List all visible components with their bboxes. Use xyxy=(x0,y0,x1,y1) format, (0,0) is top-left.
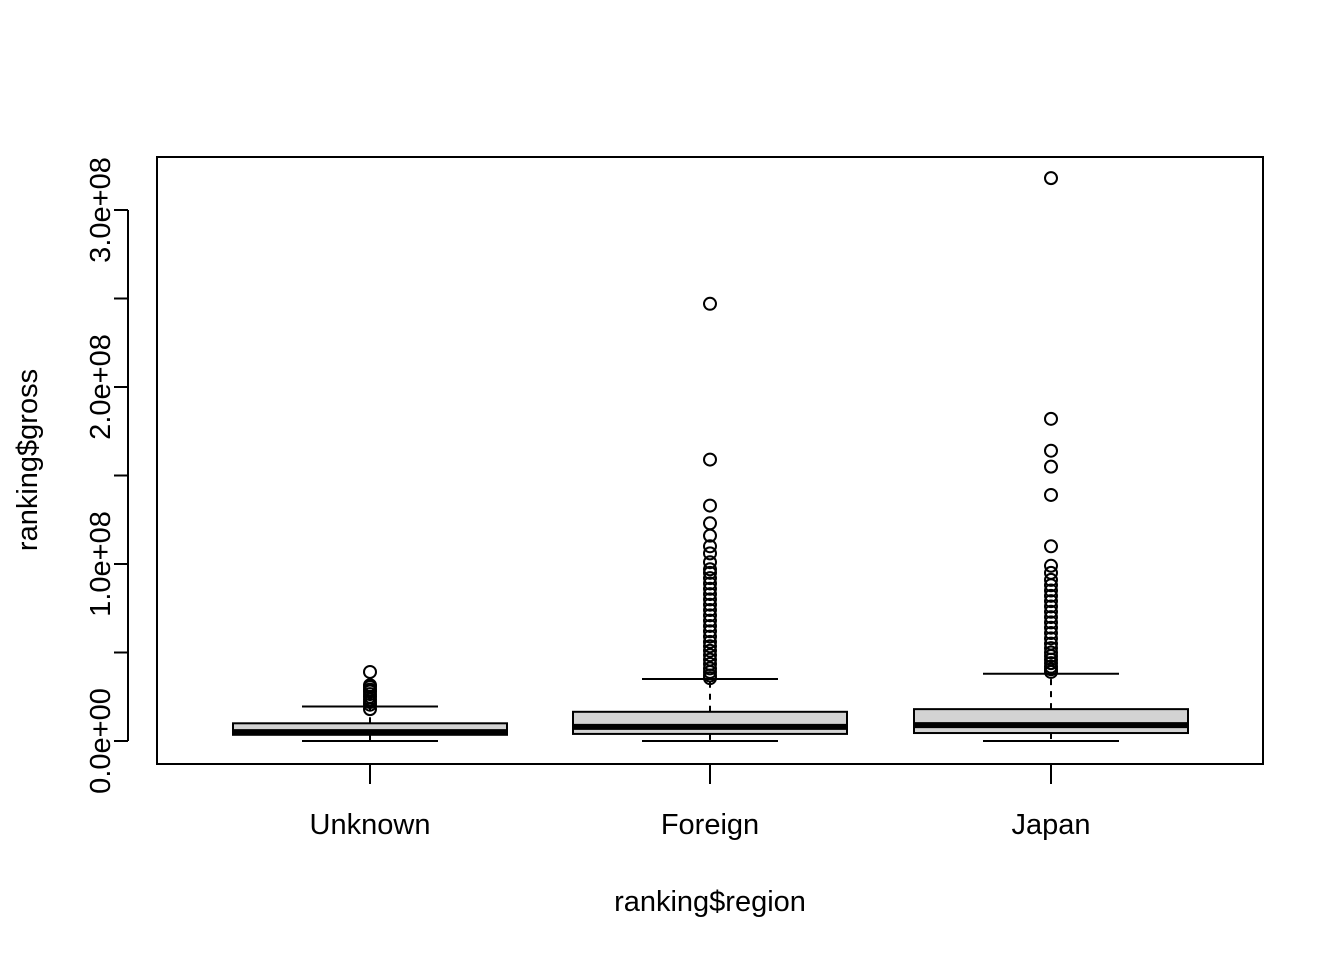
outlier-point xyxy=(1044,636,1058,651)
y-axis-title: ranking$gross xyxy=(12,369,44,551)
y-tick-label: 3.0e+08 xyxy=(85,157,117,263)
outlier-point xyxy=(1044,641,1058,656)
outlier-point xyxy=(1044,620,1058,635)
outlier-point xyxy=(703,555,717,570)
outlier-point xyxy=(703,608,717,623)
outlier-point xyxy=(1044,626,1058,641)
x-tick-label: Foreign xyxy=(661,809,759,841)
boxes xyxy=(232,171,1189,742)
x-tick-label: Japan xyxy=(1011,809,1090,841)
outlier-point xyxy=(703,539,717,554)
outlier-point xyxy=(703,581,717,596)
outlier-point xyxy=(363,678,377,693)
outlier-point xyxy=(1044,645,1058,660)
outlier-point xyxy=(703,592,717,607)
outlier-point xyxy=(1044,594,1058,609)
outlier-point xyxy=(1044,443,1058,458)
outlier-point xyxy=(1044,459,1058,474)
x-axis-title: ranking$region xyxy=(614,886,806,918)
outlier-point xyxy=(703,296,717,311)
outlier-point xyxy=(703,546,717,561)
y-tick-label: 1.0e+08 xyxy=(85,511,117,617)
outlier-point xyxy=(1044,631,1058,646)
outlier-point xyxy=(703,597,717,612)
y-axis: 0.0e+00 1.0e+08 2.0e+08 3.0e+08 xyxy=(85,157,129,794)
y-tick-label: 0.0e+00 xyxy=(85,688,117,794)
box-group-foreign xyxy=(572,296,848,742)
outlier-point xyxy=(1044,583,1058,598)
outlier-point xyxy=(703,516,717,531)
outlier-point xyxy=(703,661,717,676)
outlier-point xyxy=(1044,610,1058,625)
outlier-point xyxy=(703,498,717,513)
x-tick-label: Unknown xyxy=(310,809,431,841)
box-group-japan xyxy=(913,171,1189,742)
outlier-point xyxy=(703,613,717,628)
box-iqr xyxy=(913,708,1189,735)
outlier-point xyxy=(703,634,717,649)
outlier-point xyxy=(703,648,717,663)
outlier-point xyxy=(1044,604,1058,619)
outlier-point xyxy=(1044,539,1058,554)
outlier-point xyxy=(703,576,717,591)
outlier-point xyxy=(703,657,717,672)
outlier-point xyxy=(1044,558,1058,573)
outlier-point xyxy=(1044,171,1058,186)
outlier-point xyxy=(1044,565,1058,580)
outlier-point xyxy=(703,629,717,644)
outlier-point xyxy=(703,571,717,586)
outlier-point xyxy=(1044,588,1058,603)
outlier-point xyxy=(1044,411,1058,426)
outlier-point xyxy=(703,624,717,639)
outlier-point xyxy=(703,603,717,618)
box-group-unknown xyxy=(232,664,508,742)
outlier-point xyxy=(703,618,717,633)
y-tick-label: 2.0e+08 xyxy=(85,334,117,440)
outlier-point xyxy=(363,664,377,679)
outlier-point xyxy=(703,587,717,602)
outlier-point xyxy=(1044,572,1058,587)
outlier-point xyxy=(703,639,717,654)
outlier-point xyxy=(703,643,717,658)
outlier-point xyxy=(1044,615,1058,630)
outlier-point xyxy=(1044,487,1058,502)
x-axis: Unknown Foreign Japan xyxy=(310,764,1091,841)
outlier-point xyxy=(703,452,717,467)
outlier-point xyxy=(703,562,717,577)
outlier-point xyxy=(703,652,717,667)
box-iqr xyxy=(572,710,848,735)
outlier-point xyxy=(1044,599,1058,614)
